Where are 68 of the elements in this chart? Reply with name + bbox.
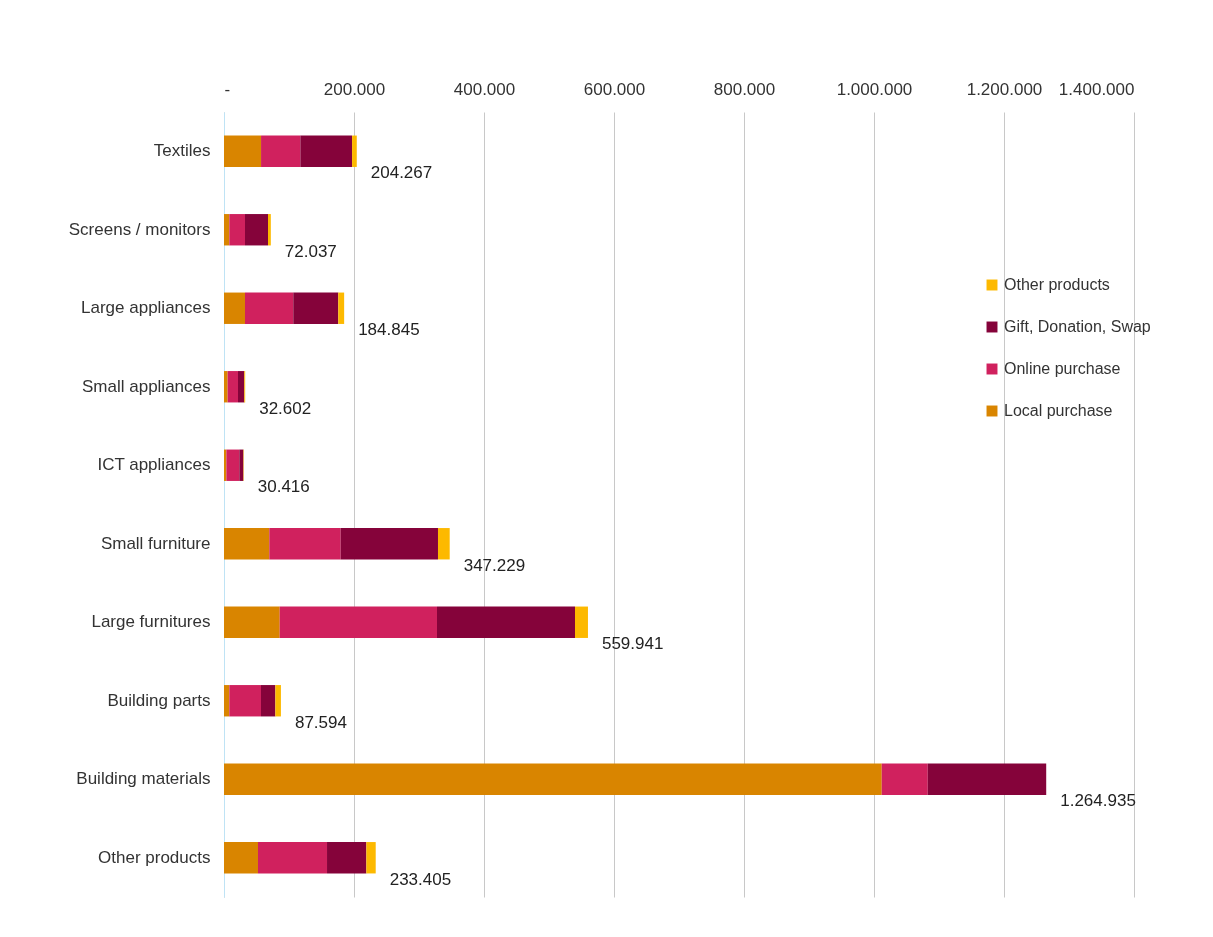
bar [224,528,270,560]
bar [275,685,281,717]
bar [338,292,345,324]
bar [226,449,240,481]
bar [327,842,367,874]
bar [437,606,575,638]
x-tick-label: 200.000 [323,79,386,99]
total-label: 233.405 [389,869,452,889]
bar [237,371,245,403]
x-tick-label: 1.200.000 [966,79,1043,99]
bar [366,842,376,874]
bar [229,214,245,246]
total-label: 30.416 [257,477,310,497]
bar [229,685,261,717]
bar [227,371,238,403]
bar [224,842,258,874]
bar [245,292,294,324]
bar [293,292,339,324]
x-tick-label: 400.000 [453,79,516,99]
y-tick-label: Building parts [107,690,211,710]
total-label: 1.264.935 [1060,791,1136,811]
bar [258,842,328,874]
bar [224,685,230,717]
bar [352,135,357,167]
bar [340,528,438,560]
legend-label: Local purchase [1004,402,1113,419]
x-tick-label: 800.000 [713,79,776,99]
bar [245,214,269,246]
bar [224,371,228,403]
y-tick-label: Textiles [153,141,211,161]
y-tick-label: Small appliances [81,376,211,396]
x-tick-label: - [224,79,231,99]
x-tick-label: 600.000 [583,79,646,99]
y-tick-label: Other products [98,847,211,867]
legend-label: Other products [1004,276,1110,293]
y-tick-label: Building materials [76,769,211,789]
bar [224,214,230,246]
legend-label: Online purchase [1004,360,1121,377]
y-tick-label: Screens / monitors [68,219,211,239]
bar [261,135,301,167]
total-label: 347.229 [463,555,526,575]
total-label: 204.267 [370,163,433,183]
bar [927,763,1047,795]
bar [437,528,450,560]
bar [224,606,280,638]
total-label: 32.602 [259,398,312,418]
total-label: 72.037 [284,241,337,261]
bar [300,135,353,167]
x-tick-label: 1.000.000 [836,79,913,99]
bar [224,292,245,324]
total-label: 559.941 [601,634,664,654]
y-tick-label: Large appliances [81,298,211,318]
total-label: 184.845 [358,320,420,340]
y-tick-label: ICT appliances [97,455,211,475]
bar [268,214,271,246]
bar [260,685,276,717]
legend-label: Gift, Donation, Swap [1004,318,1151,335]
y-tick-label: Small furniture [100,533,211,553]
bar [881,763,928,795]
bar [575,606,588,638]
bar [269,528,341,560]
x-tick-label: 1.400.000 [1058,79,1135,99]
total-label: 87.594 [294,712,347,732]
bar [279,606,438,638]
y-tick-label: Large furnitures [91,612,211,632]
bar [224,135,262,167]
bar [239,449,244,481]
bar [224,763,882,795]
